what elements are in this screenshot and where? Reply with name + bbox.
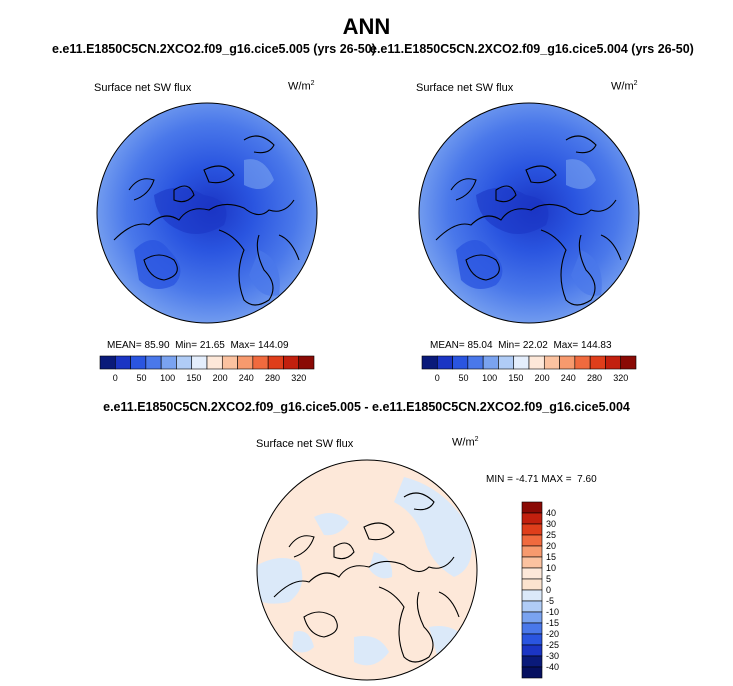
colorbar-swatch — [521, 600, 543, 613]
colorbar-tick-label: 10 — [546, 563, 556, 573]
colorbar-swatch — [452, 355, 469, 370]
colorbar-swatch — [191, 355, 208, 370]
colorbar-swatch — [252, 355, 269, 370]
stats-right: MEAN= 85.04 Min= 22.02 Max= 144.83 — [430, 340, 612, 351]
colorbar-swatch — [221, 355, 238, 370]
colorbar-swatch — [283, 355, 300, 370]
case-title-right: e.e11.E1850C5CN.2XCO2.f09_g16.cice5.004 … — [370, 42, 694, 56]
colorbar-swatch — [574, 355, 591, 370]
colorbar-swatch — [513, 355, 530, 370]
colorbar-swatch — [521, 589, 543, 602]
colorbar-swatch — [521, 655, 543, 668]
colorbar-tick-label: -10 — [546, 607, 559, 617]
colorbar-right: 0 50 100 150 200 240 280 320 — [421, 355, 637, 383]
colorbar-tick-label: 100 — [482, 373, 497, 383]
polar-map-right — [418, 102, 640, 324]
units-label-left: W/m2 — [288, 80, 315, 93]
colorbar-tick-label: 150 — [508, 373, 523, 383]
colorbar-swatch — [114, 355, 131, 370]
colorbar-tick-label: 150 — [186, 373, 201, 383]
colorbar-tick-label: 25 — [546, 530, 556, 540]
colorbar-tick-label: 40 — [546, 508, 556, 518]
variable-label-diff: Surface net SW flux — [256, 438, 354, 450]
case-title-left: e.e11.E1850C5CN.2XCO2.f09_g16.cice5.005 … — [52, 42, 376, 56]
colorbar-swatch — [421, 355, 438, 370]
colorbar-swatch — [521, 666, 543, 679]
colorbar-swatch — [521, 567, 543, 580]
colorbar-swatch — [521, 534, 543, 547]
colorbar-tick-label: -25 — [546, 640, 559, 650]
colorbar-tick-label: 240 — [561, 373, 576, 383]
colorbar-tick-label: 15 — [546, 552, 556, 562]
colorbar-swatch — [620, 355, 637, 370]
colorbar-swatch — [498, 355, 515, 370]
colorbar-swatch — [467, 355, 484, 370]
colorbar-tick-label: 100 — [160, 373, 175, 383]
colorbar-swatch — [160, 355, 177, 370]
colorbar-swatch — [145, 355, 162, 370]
colorbar-swatch — [267, 355, 284, 370]
colorbar-tick-label: 200 — [535, 373, 550, 383]
colorbar-swatch — [130, 355, 147, 370]
polar-map-left — [96, 102, 318, 324]
polar-map-difference — [256, 459, 478, 681]
colorbar-swatch — [521, 556, 543, 569]
colorbar-tick-label: -30 — [546, 651, 559, 661]
colorbar-tick-label: 240 — [239, 373, 254, 383]
difference-title: e.e11.E1850C5CN.2XCO2.f09_g16.cice5.005 … — [103, 400, 630, 414]
colorbar-swatch — [436, 355, 453, 370]
colorbar-swatch — [176, 355, 193, 370]
colorbar-swatch — [528, 355, 545, 370]
colorbar-swatch — [521, 545, 543, 558]
colorbar-swatch — [237, 355, 254, 370]
colorbar-swatch — [521, 501, 543, 514]
colorbar-swatch — [559, 355, 576, 370]
stats-left: MEAN= 85.90 Min= 21.65 Max= 144.09 — [107, 340, 289, 351]
colorbar-tick-label: -40 — [546, 662, 559, 672]
colorbar-swatch — [521, 611, 543, 624]
colorbar-swatch — [99, 355, 116, 370]
colorbar-tick-label: 20 — [546, 541, 556, 551]
colorbar-tick-label: 0 — [435, 373, 440, 383]
colorbar-swatch — [543, 355, 560, 370]
colorbar-tick-label: 280 — [265, 373, 280, 383]
colorbar-tick-label: -5 — [546, 596, 554, 606]
colorbar-swatch — [521, 633, 543, 646]
colorbar-tick-label: 280 — [587, 373, 602, 383]
colorbar-swatch — [482, 355, 499, 370]
variable-label-left: Surface net SW flux — [94, 82, 192, 94]
page-title: ANN — [342, 14, 391, 39]
colorbar-swatch — [521, 523, 543, 536]
colorbar-swatch — [206, 355, 223, 370]
stats-diff: MIN = -4.71 MAX = 7.60 — [486, 474, 597, 485]
colorbar-tick-label: 50 — [136, 373, 146, 383]
variable-label-right: Surface net SW flux — [416, 82, 514, 94]
colorbar-tick-label: 5 — [546, 574, 551, 584]
colorbar-swatch — [605, 355, 622, 370]
units-label-right: W/m2 — [611, 80, 638, 93]
units-label-diff: W/m2 — [452, 436, 479, 449]
colorbar-swatch — [521, 512, 543, 525]
colorbar-swatch — [521, 622, 543, 635]
colorbar-tick-label: -15 — [546, 618, 559, 628]
colorbar-tick-label: 200 — [213, 373, 228, 383]
colorbar-tick-label: -20 — [546, 629, 559, 639]
colorbar-swatch — [521, 578, 543, 591]
colorbar-swatch — [298, 355, 315, 370]
colorbar-tick-label: 0 — [113, 373, 118, 383]
colorbar-tick-label: 320 — [613, 373, 628, 383]
colorbar-tick-label: 320 — [291, 373, 306, 383]
colorbar-tick-label: 30 — [546, 519, 556, 529]
colorbar-tick-label: 0 — [546, 585, 551, 595]
colorbar-tick-label: 50 — [458, 373, 468, 383]
colorbar-swatch — [589, 355, 606, 370]
colorbar-left: 0 50 100 150 200 240 280 320 — [99, 355, 315, 383]
colorbar-swatch — [521, 644, 543, 657]
